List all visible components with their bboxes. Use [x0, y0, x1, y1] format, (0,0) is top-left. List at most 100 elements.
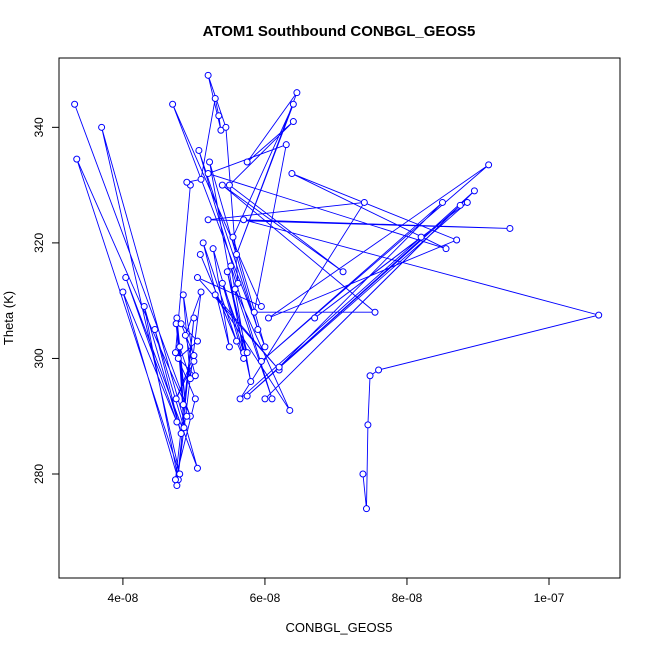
data-point: [222, 123, 230, 131]
data-point: [456, 201, 464, 209]
data-point: [227, 262, 235, 270]
plot-frame: [58, 57, 621, 579]
data-point: [470, 187, 478, 195]
data-point: [179, 291, 187, 299]
data-point: [243, 392, 251, 400]
y-axis-label: Theta (K): [1, 291, 16, 345]
data-point: [190, 352, 198, 360]
data-point: [438, 198, 446, 206]
data-point: [176, 343, 184, 351]
data-point: [183, 178, 191, 186]
data-point: [177, 430, 185, 438]
series-lines: [74, 75, 601, 509]
data-point: [268, 395, 276, 403]
data-point: [261, 343, 269, 351]
y-tick-label: 340: [32, 117, 46, 137]
data-point: [234, 279, 242, 287]
data-point: [506, 224, 514, 232]
data-point: [191, 372, 199, 380]
data-point: [190, 357, 198, 365]
data-point: [595, 311, 603, 319]
data-point: [257, 302, 265, 310]
data-point: [173, 418, 181, 426]
data-point: [173, 314, 181, 322]
y-tick-label: 320: [32, 233, 46, 253]
data-point: [193, 337, 201, 345]
data-point: [243, 158, 251, 166]
data-point: [236, 395, 244, 403]
data-point: [204, 170, 212, 178]
data-point: [223, 268, 231, 276]
data-point: [119, 288, 127, 296]
x-tick-label: 4e-08: [108, 591, 139, 605]
data-point: [73, 155, 81, 163]
data-point: [442, 245, 450, 253]
data-point: [264, 314, 272, 322]
data-point: [218, 181, 226, 189]
data-point: [179, 401, 187, 409]
data-point: [243, 349, 251, 357]
data-point: [375, 366, 383, 374]
data-point: [364, 421, 372, 429]
y-tick-label: 280: [32, 464, 46, 484]
data-point: [199, 239, 207, 247]
data-point: [231, 285, 239, 293]
data-point: [197, 175, 205, 183]
x-tick-label: 1e-07: [534, 591, 565, 605]
data-point: [191, 395, 199, 403]
data-point: [173, 482, 181, 490]
data-point: [171, 349, 179, 357]
data-point: [233, 337, 241, 345]
data-point: [172, 395, 180, 403]
data-point: [247, 378, 255, 386]
data-point: [122, 274, 130, 282]
data-point: [225, 181, 233, 189]
x-tick-label: 6e-08: [250, 591, 281, 605]
data-point: [257, 357, 265, 365]
data-point: [193, 464, 201, 472]
x-axis-label: CONBGL_GEOS5: [286, 620, 393, 635]
data-point: [289, 100, 297, 108]
data-point: [229, 233, 237, 241]
data-point: [98, 123, 106, 131]
data-point: [169, 100, 177, 108]
data-point: [204, 71, 212, 79]
data-point: [288, 170, 296, 178]
data-point: [174, 354, 182, 362]
data-point: [204, 216, 212, 224]
data-point: [311, 314, 319, 322]
data-point: [195, 146, 203, 154]
data-point: [197, 288, 205, 296]
data-point: [282, 141, 290, 149]
data-point: [176, 470, 184, 478]
x-tick-label: 8e-08: [392, 591, 423, 605]
data-point: [485, 161, 493, 169]
data-point: [366, 372, 374, 380]
y-tick-label: 300: [32, 348, 46, 368]
data-point: [275, 363, 283, 371]
chart-title: ATOM1 Southbound CONBGL_GEOS5: [203, 23, 476, 40]
data-point: [254, 326, 262, 334]
data-point: [177, 320, 185, 328]
data-point: [250, 308, 258, 316]
data-point: [193, 274, 201, 282]
data-point: [218, 279, 226, 287]
data-point: [196, 250, 204, 258]
data-point: [463, 198, 471, 206]
y-axis: 280 300 320 340: [32, 117, 60, 484]
data-point: [289, 118, 297, 126]
data-point: [171, 476, 179, 484]
data-point: [180, 424, 188, 432]
data-point: [225, 343, 233, 351]
data-point: [362, 505, 370, 513]
data-point: [71, 100, 79, 108]
data-point: [453, 236, 461, 244]
data-point: [190, 314, 198, 322]
data-point: [261, 395, 269, 403]
data-point: [211, 94, 219, 102]
data-point: [215, 112, 223, 120]
series-line: [74, 75, 601, 509]
data-point: [293, 89, 301, 97]
